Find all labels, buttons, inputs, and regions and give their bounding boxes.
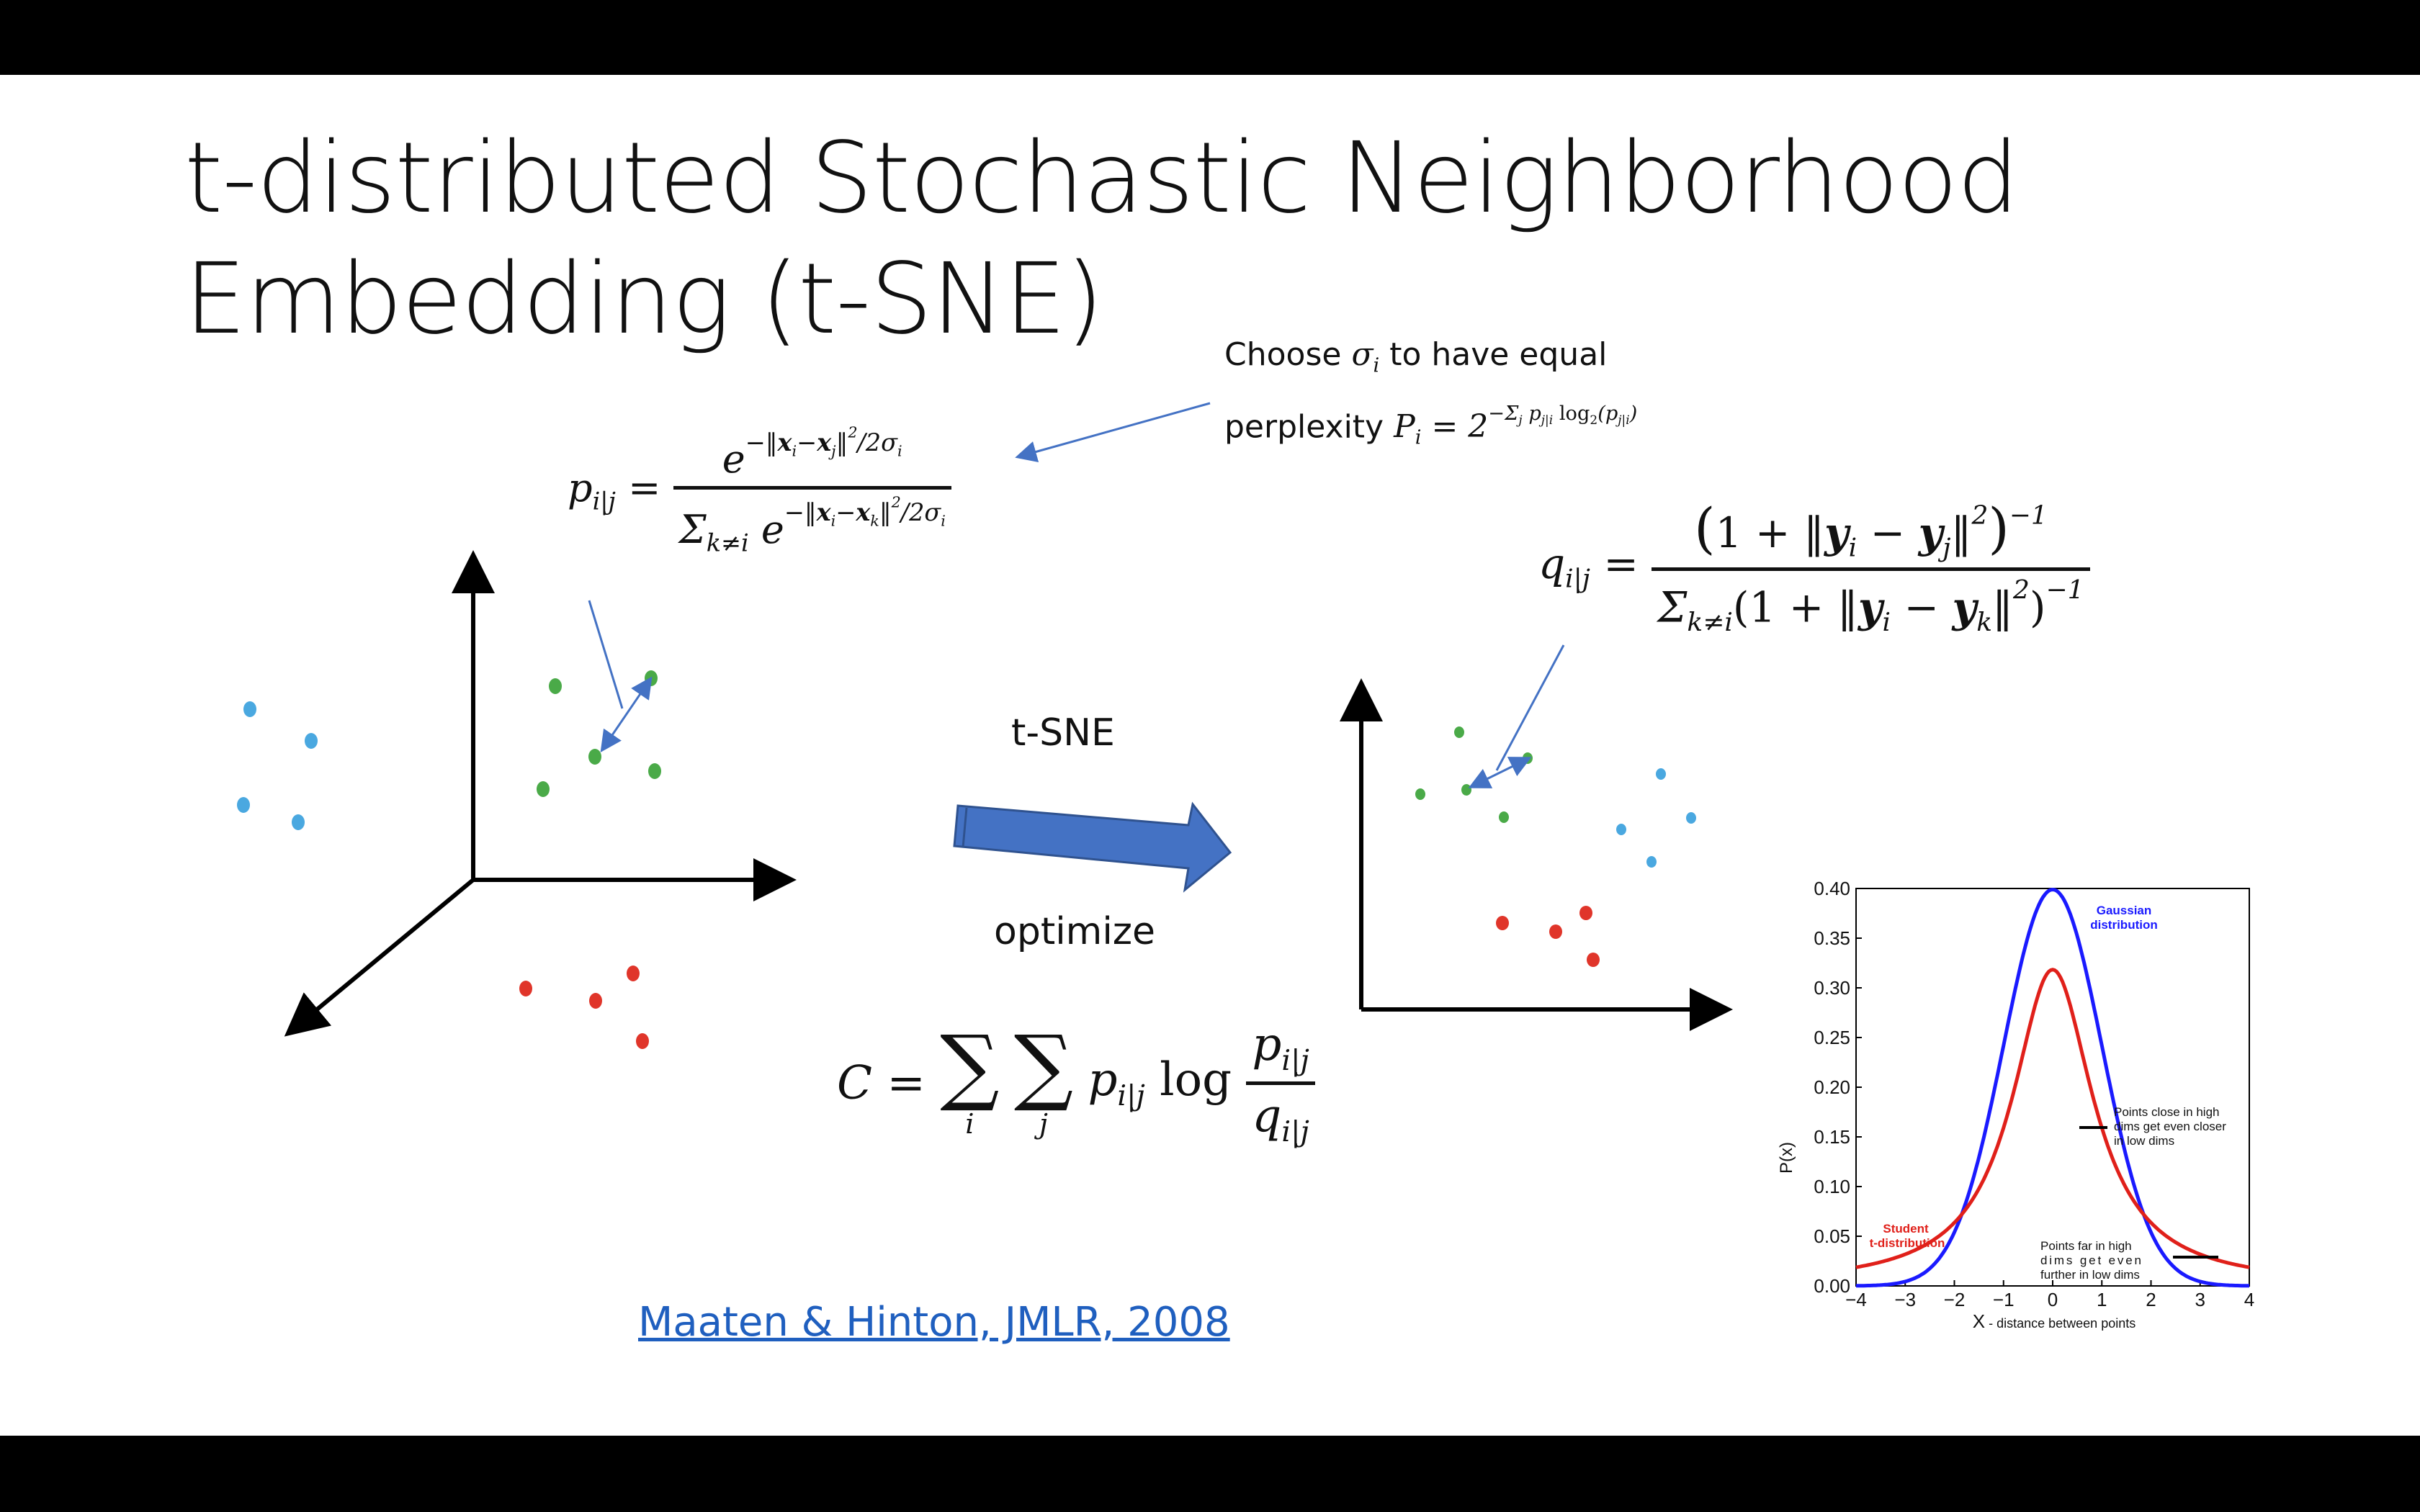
x-tick-label: −3 xyxy=(1894,1289,1916,1310)
p-distance-arrow xyxy=(600,676,653,752)
distribution-chart: 0.000.050.100.150.200.250.300.350.40 −4−… xyxy=(1777,878,2254,1332)
title-line-1: t-distributed Stochastic Neighborhood xyxy=(184,122,2020,235)
y-tick-label: 0.00 xyxy=(1814,1275,1850,1297)
point-3d-green xyxy=(648,763,661,779)
title-line-2: Embedding (t-SNE) xyxy=(184,243,1103,356)
far-note-2: dims get even xyxy=(2040,1254,2141,1267)
point-3d-blue xyxy=(305,733,318,749)
q-distance-arrow xyxy=(1468,757,1532,788)
y-ticks: 0.00 0.05 0.10 0.15 0.20 0.25 0.30 0.35 0.40 xyxy=(1814,878,1862,1297)
point-3d-red xyxy=(627,966,640,981)
point-2d-blue xyxy=(1646,856,1657,868)
x-axis-label: X - distance between points xyxy=(1973,1310,2136,1332)
point-2d-green xyxy=(1499,811,1509,823)
far-note-1: Points far in high xyxy=(2040,1239,2132,1253)
x-tick-label: 3 xyxy=(2195,1289,2205,1310)
gaussian-label-2: distribution xyxy=(2090,918,2157,932)
x-tick-label: 0 xyxy=(2048,1289,2058,1310)
point-2d-blue xyxy=(1616,824,1626,835)
y-tick-label: 0.20 xyxy=(1814,1076,1850,1098)
axis-3d-depth xyxy=(284,878,475,1037)
series-line-student xyxy=(1855,968,2250,1269)
far-note-3: further in low dims xyxy=(2040,1268,2140,1282)
slide-graphics xyxy=(237,402,1733,1049)
sigma-pointer-line xyxy=(1015,402,1211,462)
slide-title: t-distributed Stochastic Neighborhood Em… xyxy=(184,118,2129,360)
points-2d xyxy=(1415,726,1696,967)
y-tick-label: 0.40 xyxy=(1814,878,1850,899)
cost-formula: C = ∑ i ∑ j pi|j log pi|j qi|j xyxy=(837,1018,1315,1148)
x-tick-label: 1 xyxy=(2097,1289,2107,1310)
close-note-3: in low dims xyxy=(2114,1134,2174,1148)
point-2d-green xyxy=(1454,726,1464,738)
point-3d-red xyxy=(519,981,532,996)
point-2d-green xyxy=(1523,752,1533,764)
point-3d-red xyxy=(589,993,602,1009)
x-tick-label: 4 xyxy=(2244,1289,2254,1310)
tsne-block-arrow xyxy=(953,801,1232,893)
bottom-letterbox xyxy=(0,1436,2420,1512)
close-note-2: dims get even closer xyxy=(2114,1120,2226,1133)
close-note-1: Points close in high xyxy=(2114,1105,2219,1119)
student-label-1: Student xyxy=(1883,1222,1929,1236)
y-tick-label: 0.25 xyxy=(1814,1027,1850,1048)
q-formula: qi|j = (1 + ‖yi − yj‖2)−1 Σk≠i(1 + ‖yi −… xyxy=(1538,497,2090,637)
point-2d-green xyxy=(1415,788,1425,800)
x-ticks: −4 −3 −2 −1 0 1 2 3 4 xyxy=(1845,1280,2254,1310)
slide: t-distributed Stochastic Neighborhood Em… xyxy=(0,75,2420,1436)
y-tick-label: 0.35 xyxy=(1814,927,1850,949)
optimize-arrow-label: optimize xyxy=(994,910,1156,953)
perplexity-note: Choose σi to have equal perplexity Pi = … xyxy=(1224,336,1638,449)
point-2d-red xyxy=(1587,953,1600,967)
top-letterbox xyxy=(0,0,2420,75)
y-tick-label: 0.05 xyxy=(1814,1225,1850,1247)
point-2d-blue xyxy=(1686,812,1696,824)
y-axis-label: P(x) xyxy=(1777,1142,1796,1174)
point-2d-red xyxy=(1496,916,1509,930)
p-pointer-line xyxy=(588,600,624,709)
point-3d-red xyxy=(636,1033,649,1049)
point-2d-green xyxy=(1461,784,1471,796)
point-2d-red xyxy=(1579,906,1592,920)
x-tick-label: −1 xyxy=(1993,1289,2015,1310)
citation-link[interactable]: Maaten & Hinton, JMLR, 2008 xyxy=(638,1299,1230,1346)
point-3d-green xyxy=(645,670,658,686)
y-tick-label: 0.10 xyxy=(1814,1176,1850,1197)
point-3d-green xyxy=(588,749,601,765)
point-3d-green xyxy=(537,781,550,797)
x-axis-label-main: X xyxy=(1973,1310,1985,1332)
point-3d-blue xyxy=(292,814,305,830)
q-pointer-line xyxy=(1495,644,1565,771)
plot-frame xyxy=(1855,888,2250,1287)
point-3d-blue xyxy=(237,797,250,813)
point-2d-blue xyxy=(1656,768,1666,780)
x-tick-label: 2 xyxy=(2146,1289,2156,1310)
y-tick-label: 0.15 xyxy=(1814,1126,1850,1148)
student-label-2: t-distribution xyxy=(1870,1236,1945,1250)
x-tick-label: −2 xyxy=(1944,1289,1966,1310)
x-axis-label-rest: - distance between points xyxy=(1985,1316,2136,1331)
point-2d-red xyxy=(1549,924,1562,939)
y-tick-label: 0.30 xyxy=(1814,977,1850,999)
axes-2d xyxy=(1340,678,1733,1031)
points-3d xyxy=(237,670,661,1049)
p-formula: pi|j = e−‖xi−xj‖2/2σi Σk≠i e−‖xi−xk‖2/2σ… xyxy=(568,423,951,557)
x-tick-label: −4 xyxy=(1845,1289,1867,1310)
gaussian-label-1: Gaussian xyxy=(2097,904,2152,917)
point-3d-green xyxy=(549,678,562,694)
tsne-arrow-label: t-SNE xyxy=(1011,711,1115,755)
annotation-lines xyxy=(588,402,1565,788)
point-3d-blue xyxy=(243,701,256,717)
axes-3d xyxy=(284,550,797,1037)
series-line-gaussian xyxy=(1856,887,2249,1288)
